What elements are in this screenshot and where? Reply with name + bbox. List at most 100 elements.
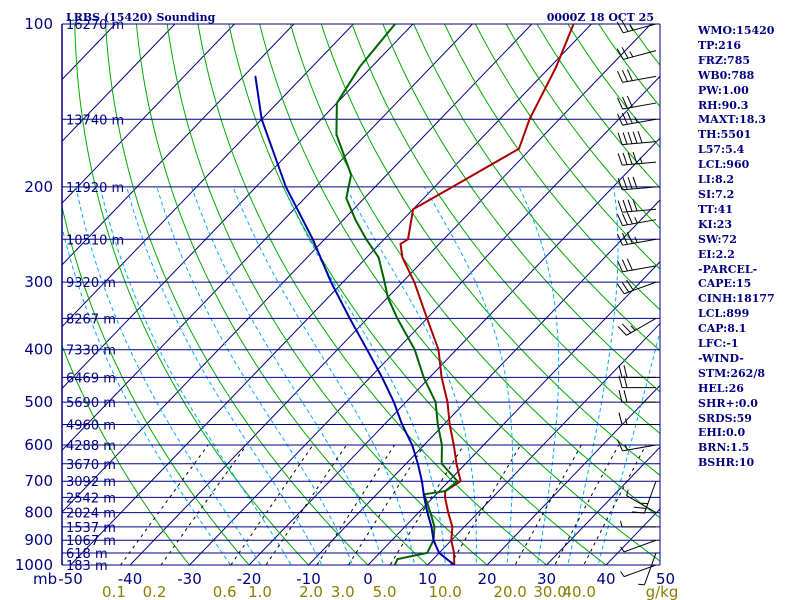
stat-item: TH:5501 — [698, 128, 752, 142]
isotherm-line — [188, 75, 660, 565]
wind-barb-staff — [623, 539, 657, 553]
chart-title: LRBS (15420) Sounding — [66, 11, 216, 24]
temperature-point — [518, 147, 520, 150]
dewpoint-point — [365, 238, 368, 241]
dewpoint-point — [422, 376, 425, 379]
mixing-ratio-label: 5.0 — [373, 583, 397, 600]
wind-barb-flag — [617, 260, 623, 273]
parcel-point — [421, 480, 423, 482]
wind-barb-staff — [622, 118, 657, 126]
dewpoint-point — [440, 462, 443, 465]
dry-adiabat-line — [74, 24, 310, 565]
temperature-point — [412, 208, 414, 211]
wind-barb-flag — [621, 96, 628, 109]
isotherm-line — [129, 24, 652, 565]
wind-barb-half-flag — [620, 520, 623, 527]
wind-barb-staff — [622, 102, 657, 110]
wind-barb-flag — [621, 232, 628, 245]
wind-barb-flag — [621, 323, 632, 334]
sounding-series — [254, 24, 575, 565]
stat-item: SRDS:59 — [698, 411, 752, 425]
wind-barb-flag — [626, 95, 633, 108]
dry-adiabat-line — [351, 24, 660, 435]
stat-item: CINH:18177 — [698, 292, 775, 306]
wind-barb-flag — [627, 152, 633, 165]
stat-item: WB0:788 — [698, 68, 755, 82]
pressure-tick-label: 100 — [24, 15, 53, 33]
wind-barb-flag — [621, 20, 629, 32]
pressure-tick-label: 1000 — [15, 556, 53, 574]
temperature-tick-label: -10 — [296, 570, 321, 588]
height-label: 183 m — [66, 559, 108, 574]
wind-barb-half-flag — [634, 116, 638, 123]
stat-item: BRN:1.5 — [698, 441, 750, 455]
parcel-point — [401, 423, 403, 426]
dry-adiabat-line — [444, 24, 660, 311]
height-label: 1537 m — [66, 521, 116, 536]
mixing-ratio-line — [583, 444, 647, 565]
moist-adiabat-line — [232, 186, 416, 565]
pressure-tick-label: 300 — [24, 273, 53, 291]
wind-barb-flag — [623, 365, 628, 378]
dewpoint-point — [396, 558, 399, 560]
wind-barb-flag — [626, 111, 633, 124]
isotherm-line — [545, 446, 660, 565]
wind-barb-flag — [626, 231, 633, 244]
dewpoint-point — [350, 174, 352, 176]
dewpoint-point — [335, 133, 338, 136]
wind-barb-half-flag — [626, 489, 629, 496]
height-label: 8267 m — [66, 312, 116, 327]
isotherm-line — [62, 24, 236, 204]
dewpoint-point — [434, 401, 437, 403]
dry-adiabat-line — [259, 24, 660, 562]
mixing-ratio-label: 0.1 — [102, 583, 126, 600]
chart-time: 0000Z 18 OCT 25 — [547, 11, 654, 24]
dry-adiabat-line — [135, 24, 429, 565]
wind-barb — [617, 317, 657, 336]
wind-barb-flag — [617, 214, 623, 226]
wind-barb-flag — [621, 281, 630, 293]
wind-barb-flag — [621, 112, 628, 125]
wind-barb — [617, 176, 657, 191]
stat-item: BSHR:10 — [698, 456, 755, 470]
moist-adiabat-line — [126, 186, 323, 565]
wind-barb-flag — [622, 177, 628, 190]
wind-barb-flag — [621, 259, 628, 272]
temperature-line — [399, 24, 575, 565]
parcel-series — [254, 75, 456, 565]
dewpoint-point — [383, 281, 386, 283]
temperature-tick-label: -40 — [118, 570, 143, 588]
stat-item: -PARCEL- — [698, 262, 758, 276]
wind-barb-half-flag — [629, 24, 634, 31]
mixing-ratio-label: 40.0 — [563, 583, 596, 600]
wind-barb-staff — [643, 481, 657, 514]
wind-barb-staff — [643, 552, 657, 586]
wind-barb-flag — [626, 258, 633, 271]
wind-barb-staff — [622, 208, 657, 213]
dry-adiabat-line — [62, 204, 250, 565]
wind-barb — [617, 111, 657, 126]
dry-adiabat-line — [382, 24, 660, 393]
wind-barb — [617, 212, 657, 227]
parcel-point — [432, 539, 435, 542]
parcel-point — [453, 564, 456, 565]
temperature-tick-label: 50 — [656, 570, 675, 588]
height-label: 5690 m — [66, 396, 116, 411]
stat-item: CAP:8.1 — [698, 322, 747, 336]
height-label: 2542 m — [66, 491, 116, 506]
parcel-point — [411, 444, 413, 446]
stat-item: LFC:-1 — [698, 337, 739, 351]
mixing-ratio-line — [449, 444, 522, 565]
wind-barb — [618, 412, 656, 426]
wind-barb-half-flag — [629, 51, 634, 58]
wind-barb-staff — [626, 495, 657, 514]
mixing-ratio-line — [119, 444, 209, 565]
dewpoint-point — [393, 564, 396, 565]
temperature-point — [455, 462, 458, 465]
temperature-series — [399, 24, 575, 565]
dewpoint-point — [437, 423, 439, 426]
stats-list: WMO:15420 TP:216 FRZ:785 WB0:788 PW:1.00 RH:9… — [698, 24, 798, 471]
parcel-point — [426, 511, 429, 514]
wind-barb — [617, 131, 657, 146]
